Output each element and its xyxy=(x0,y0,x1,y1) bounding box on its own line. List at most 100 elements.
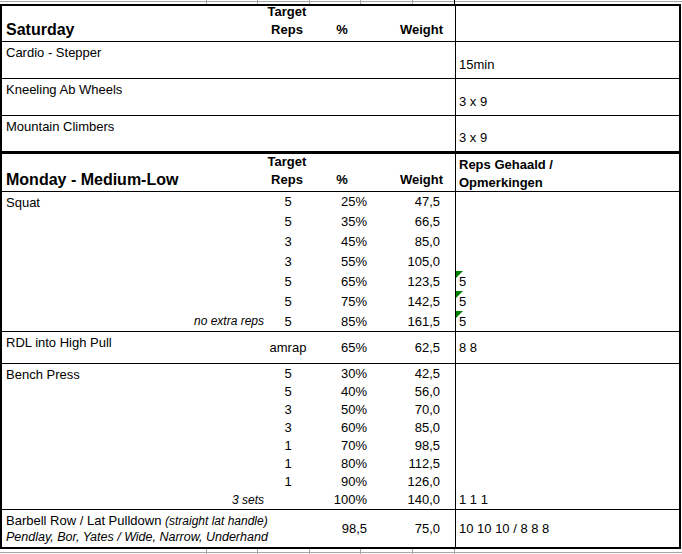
target-reps-cell[interactable]: 3 xyxy=(264,420,312,435)
result-cell[interactable] xyxy=(456,473,679,491)
target-reps-cell[interactable]: amrap xyxy=(264,340,312,355)
result-cell[interactable]: 1 1 1 xyxy=(456,491,679,509)
result-cell[interactable] xyxy=(456,437,679,455)
percent-cell[interactable]: 35% xyxy=(312,214,369,229)
result-value: 1 1 1 xyxy=(459,492,488,507)
result-cell[interactable] xyxy=(456,418,679,436)
weight-cell[interactable]: 75,0 xyxy=(369,521,456,536)
note-cell[interactable]: 3 sets xyxy=(2,493,264,507)
percent-cell[interactable]: 45% xyxy=(312,234,369,249)
variants-cell[interactable]: Pendlay, Bor, Yates / Wide, Narrow, Unde… xyxy=(6,529,268,545)
percent-cell[interactable]: 25% xyxy=(312,194,369,209)
set-row: 3 55% 105,0 xyxy=(2,252,456,272)
percent-cell[interactable]: 65% xyxy=(312,274,369,289)
weight-cell[interactable]: 140,0 xyxy=(369,492,456,507)
weight-cell[interactable]: 98,5 xyxy=(369,438,456,453)
result-cell[interactable]: 15min xyxy=(456,42,679,78)
target-reps-cell[interactable]: 5 xyxy=(264,214,312,229)
result-cell[interactable] xyxy=(456,212,679,232)
result-cell[interactable] xyxy=(456,400,679,418)
result-cell[interactable]: 5 xyxy=(456,271,679,291)
set-row: 3 50% 70,0 xyxy=(2,400,456,418)
target-reps-cell[interactable]: 3 xyxy=(264,402,312,417)
percent-cell[interactable]: 85% xyxy=(312,314,369,329)
percent-cell[interactable]: 70% xyxy=(312,438,369,453)
percent-cell[interactable]: 60% xyxy=(312,420,369,435)
weight-cell[interactable]: 85,0 xyxy=(369,234,456,249)
weight-cell[interactable]: 112,5 xyxy=(369,456,456,471)
result-cell[interactable]: 5 xyxy=(456,311,679,331)
exercise-name-cell[interactable]: Mountain Climbers xyxy=(6,119,114,135)
percent-cell[interactable]: 80% xyxy=(312,456,369,471)
workout-table: Saturday Target Reps % Weight Cardio - S… xyxy=(0,4,681,549)
weight-cell[interactable]: 70,0 xyxy=(369,402,456,417)
percent-cell[interactable]: 65% xyxy=(312,340,369,355)
result-cell[interactable] xyxy=(456,252,679,272)
results-header-line2: Opmerkingen xyxy=(459,174,679,192)
result-cell[interactable]: 5 xyxy=(456,291,679,311)
exercise-name-cell[interactable]: Squat xyxy=(6,195,40,211)
weight-cell[interactable]: 66,5 xyxy=(369,214,456,229)
gridline xyxy=(206,549,207,554)
result-cell[interactable] xyxy=(456,192,679,212)
spreadsheet-canvas: Saturday Target Reps % Weight Cardio - S… xyxy=(0,0,682,554)
result-cell[interactable]: 3 x 9 xyxy=(456,79,679,115)
target-reps-cell[interactable]: 5 xyxy=(264,384,312,399)
target-reps-cell[interactable]: 1 xyxy=(264,474,312,489)
percent-cell[interactable]: 30% xyxy=(312,366,369,381)
percent-cell[interactable]: 90% xyxy=(312,474,369,489)
result-cell[interactable] xyxy=(456,382,679,400)
weight-cell[interactable]: 47,5 xyxy=(369,194,456,209)
weight-header-cell[interactable]: Weight xyxy=(367,21,455,39)
target-reps-cell[interactable]: 5 xyxy=(264,314,312,329)
note-cell[interactable]: no extra reps xyxy=(2,314,264,328)
percent-cell[interactable]: 55% xyxy=(312,254,369,269)
weight-header-cell[interactable]: Weight xyxy=(367,171,455,189)
weight-cell[interactable]: 62,5 xyxy=(369,340,456,355)
weight-cell[interactable]: 42,5 xyxy=(369,366,456,381)
result-value: 8 8 xyxy=(459,340,477,355)
percent-cell[interactable]: 75% xyxy=(312,294,369,309)
exercise-name-cell[interactable]: Bench Press xyxy=(6,367,80,383)
weight-cell[interactable]: 123,5 xyxy=(369,274,456,289)
weight-cell[interactable]: 105,0 xyxy=(369,254,456,269)
saturday-title-cell[interactable]: Saturday xyxy=(2,21,257,39)
weight-cell[interactable]: 142,5 xyxy=(369,294,456,309)
result-cell[interactable]: 8 8 xyxy=(456,332,679,363)
exercise-name-cell[interactable]: RDL into High Pull xyxy=(6,335,112,351)
target-reps-cell[interactable]: 5 xyxy=(264,194,312,209)
exercise-name-cell[interactable]: Barbell Row / Lat Pulldown (straight lat… xyxy=(6,513,268,529)
weight-cell[interactable]: 126,0 xyxy=(369,474,456,489)
target-reps-header-cell[interactable]: Target Reps xyxy=(257,3,317,39)
target-reps-cell[interactable]: 5 xyxy=(264,366,312,381)
target-reps-header-cell[interactable]: Target Reps xyxy=(257,153,317,189)
percent-cell[interactable]: 100% xyxy=(312,492,369,507)
target-reps-cell[interactable]: 3 xyxy=(264,254,312,269)
monday-title-cell[interactable]: Monday - Medium-Low xyxy=(2,171,257,189)
exercise-name-cell[interactable]: Kneeling Ab Wheels xyxy=(6,82,122,98)
exercise-name-cell[interactable]: Cardio - Stepper xyxy=(6,45,101,61)
percent-cell[interactable]: 98,5 xyxy=(312,521,369,536)
result-cell[interactable] xyxy=(456,455,679,473)
percent-header-cell[interactable]: % xyxy=(317,171,367,189)
result-value: 10 10 10 / 8 8 8 xyxy=(459,521,549,536)
target-reps-cell[interactable]: 1 xyxy=(264,438,312,453)
target-reps-cell[interactable]: 3 xyxy=(264,234,312,249)
percent-cell[interactable]: 40% xyxy=(312,384,369,399)
results-header-cell[interactable]: Reps Gehaald / Opmerkingen xyxy=(456,154,679,191)
target-reps-cell[interactable]: 5 xyxy=(264,294,312,309)
weight-cell[interactable]: 85,0 xyxy=(369,420,456,435)
target-reps-cell[interactable]: 5 xyxy=(264,274,312,289)
result-cell[interactable] xyxy=(456,232,679,252)
error-flag-icon xyxy=(456,291,463,298)
result-cell[interactable] xyxy=(456,364,679,382)
results-header-cell[interactable] xyxy=(456,6,679,41)
weight-cell[interactable]: 56,0 xyxy=(369,384,456,399)
target-reps-cell[interactable]: 1 xyxy=(264,456,312,471)
weight-cell[interactable]: 161,5 xyxy=(369,314,456,329)
percent-cell[interactable]: 50% xyxy=(312,402,369,417)
result-cell[interactable]: 10 10 10 / 8 8 8 xyxy=(456,510,679,547)
percent-header-cell[interactable]: % xyxy=(317,21,367,39)
result-cell[interactable]: 3 x 9 xyxy=(456,116,679,151)
set-row: 1 70% 98,5 xyxy=(2,437,456,455)
